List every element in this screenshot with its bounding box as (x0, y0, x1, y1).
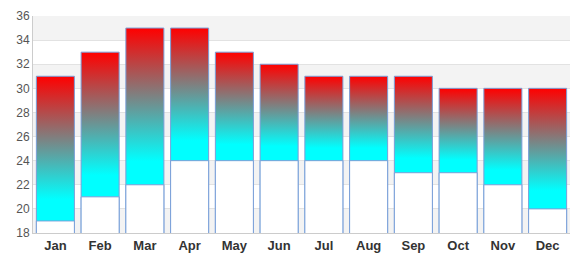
svg-text:32: 32 (16, 57, 30, 71)
svg-text:Nov: Nov (491, 238, 516, 253)
svg-text:34: 34 (16, 33, 30, 47)
svg-text:Oct: Oct (447, 238, 469, 253)
svg-text:20: 20 (16, 202, 30, 216)
svg-text:30: 30 (16, 82, 30, 96)
svg-text:Mar: Mar (133, 238, 156, 253)
svg-text:18: 18 (16, 226, 30, 240)
svg-text:Jun: Jun (268, 238, 291, 253)
svg-text:Jan: Jan (44, 238, 66, 253)
svg-text:Sep: Sep (401, 238, 425, 253)
svg-text:Feb: Feb (89, 238, 112, 253)
svg-text:26: 26 (16, 130, 30, 144)
svg-text:Dec: Dec (536, 238, 560, 253)
svg-text:May: May (222, 238, 248, 253)
svg-text:Apr: Apr (178, 238, 200, 253)
svg-text:22: 22 (16, 178, 30, 192)
svg-text:Jul: Jul (314, 238, 333, 253)
svg-text:36: 36 (16, 9, 30, 23)
svg-text:28: 28 (16, 106, 30, 120)
svg-text:Aug: Aug (356, 238, 381, 253)
svg-text:24: 24 (16, 154, 30, 168)
